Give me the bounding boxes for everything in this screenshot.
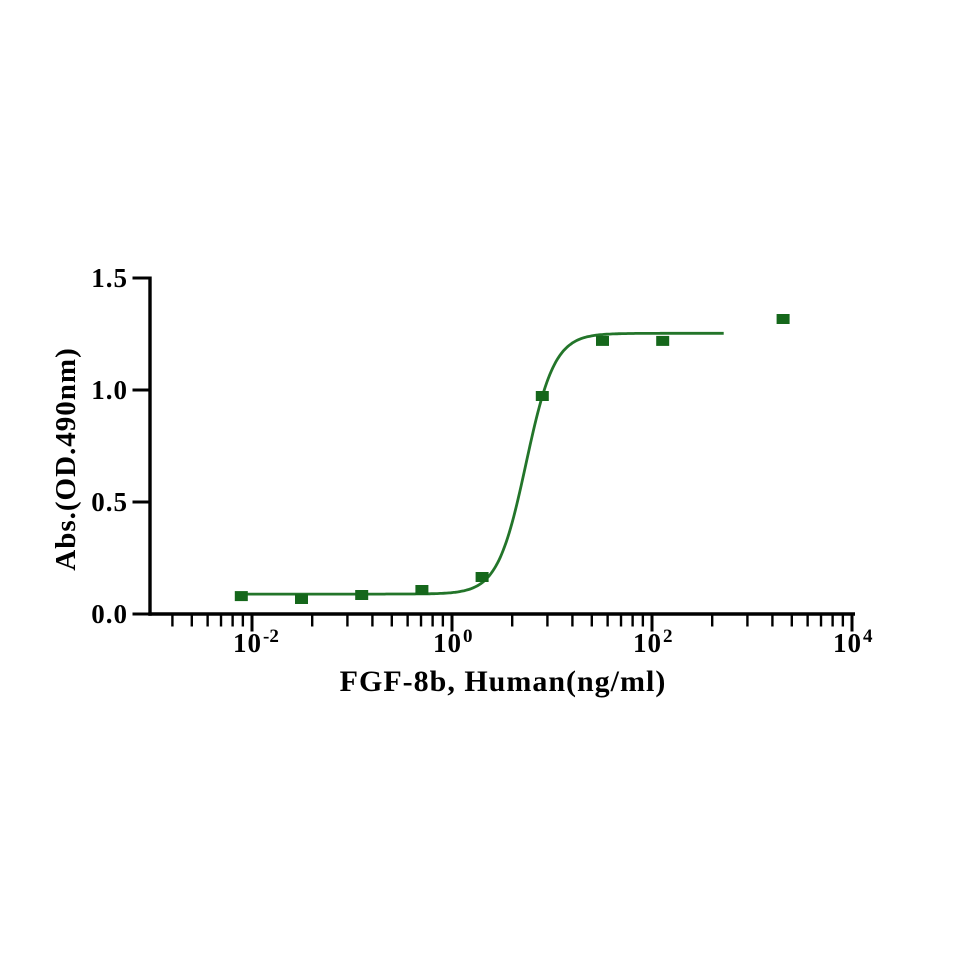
- x-tick-exponent: -2: [263, 626, 279, 647]
- x-axis-title: FGF-8b, Human(ng/ml): [339, 665, 667, 698]
- x-tick-exponent: 0: [463, 626, 473, 647]
- x-tick-label: 10-2: [233, 626, 279, 662]
- x-tick-base: 10: [833, 628, 862, 658]
- y-tick-label: 0.0: [91, 599, 128, 629]
- x-tick-base: 10: [233, 628, 262, 658]
- fit-curve: [237, 331, 724, 596]
- data-point-marker: [295, 594, 308, 604]
- data-point-marker: [355, 590, 369, 600]
- x-tick-label: 102: [633, 626, 673, 662]
- data-point-marker: [475, 572, 489, 582]
- x-tick-label: 100: [433, 626, 473, 662]
- data-point-marker: [535, 391, 549, 401]
- data-point-marker: [776, 314, 790, 324]
- x-tick-base: 10: [633, 628, 662, 658]
- y-axis-title: Abs.(OD.490nm): [50, 347, 82, 571]
- data-point-marker: [234, 591, 248, 602]
- y-tick-label: 0.5: [91, 487, 128, 517]
- data-point-marker: [415, 585, 429, 595]
- x-tick-exponent: 2: [663, 626, 673, 647]
- data-point-marker: [596, 335, 609, 346]
- y-tick-label: 1.5: [91, 263, 128, 293]
- x-tick-exponent: 4: [863, 626, 873, 647]
- x-tick-label: 104: [833, 626, 873, 662]
- x-tick-base: 10: [433, 628, 462, 658]
- y-tick-label: 1.0: [91, 375, 128, 405]
- data-point-marker: [656, 335, 670, 346]
